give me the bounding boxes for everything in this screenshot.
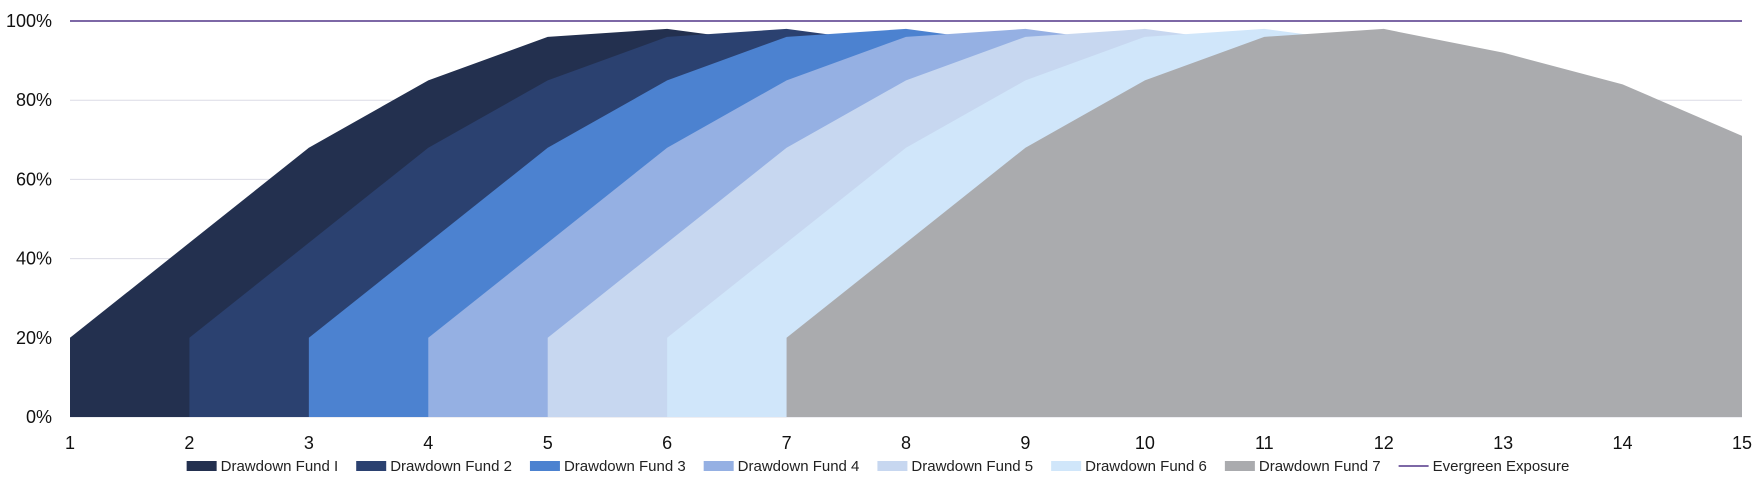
legend-swatch-drawdown-fund-3 [529, 461, 560, 471]
x-tick-label-10: 11 [1255, 433, 1274, 453]
x-tick-label-8: 9 [1020, 433, 1030, 453]
y-tick-label-3: 60% [16, 169, 52, 189]
x-tick-label-11: 12 [1374, 433, 1394, 453]
x-tick-label-5: 6 [662, 433, 672, 453]
legend-label-drawdown-fund-6: Drawdown Fund 6 [1085, 458, 1207, 475]
x-tick-label-14: 15 [1732, 433, 1752, 453]
y-tick-label-0: 0% [26, 407, 52, 427]
legend-swatch-drawdown-fund-i [186, 461, 217, 471]
legend-swatch-drawdown-fund-5 [877, 461, 908, 471]
legend-label-drawdown-fund-7: Drawdown Fund 7 [1259, 458, 1381, 475]
y-tick-label-4: 80% [16, 90, 52, 110]
x-tick-label-2: 3 [304, 433, 314, 453]
legend-swatch-drawdown-fund-6 [1051, 461, 1082, 471]
series-areas [70, 28, 1742, 417]
y-tick-label-5: 100% [6, 11, 52, 31]
legend-swatch-drawdown-fund-4 [703, 461, 734, 471]
x-tick-label-1: 2 [184, 433, 194, 453]
x-tick-label-3: 4 [423, 433, 433, 453]
x-axis: 1 2 3 4 5 6 7 8 9 10 11 12 13 14 15 [65, 433, 1752, 453]
x-tick-label-13: 14 [1613, 433, 1633, 453]
legend-label-evergreen-exposure: Evergreen Exposure [1433, 458, 1570, 475]
x-tick-label-7: 8 [901, 433, 911, 453]
legend-label-drawdown-fund-2: Drawdown Fund 2 [390, 458, 512, 475]
y-tick-label-2: 40% [16, 249, 52, 269]
x-tick-label-12: 13 [1493, 433, 1513, 453]
legend-swatch-drawdown-fund-2 [356, 461, 387, 471]
legend-label-drawdown-fund-3: Drawdown Fund 3 [564, 458, 686, 475]
legend-label-drawdown-fund-i: Drawdown Fund I [221, 458, 339, 475]
x-tick-label-0: 1 [65, 433, 75, 453]
legend-swatch-drawdown-fund-7 [1224, 461, 1255, 471]
y-axis: 0% 20% 40% 60% 80% 100% [6, 11, 52, 427]
x-tick-label-6: 7 [782, 433, 792, 453]
legend-label-drawdown-fund-4: Drawdown Fund 4 [738, 458, 860, 475]
legend: Drawdown Fund I Drawdown Fund 2 Drawdown F… [186, 458, 1570, 475]
x-tick-label-4: 5 [543, 433, 553, 453]
x-tick-label-9: 10 [1135, 433, 1155, 453]
y-tick-label-1: 20% [16, 328, 52, 348]
area-drawdown-fund-7 [786, 28, 1742, 417]
legend-label-drawdown-fund-5: Drawdown Fund 5 [911, 458, 1033, 475]
